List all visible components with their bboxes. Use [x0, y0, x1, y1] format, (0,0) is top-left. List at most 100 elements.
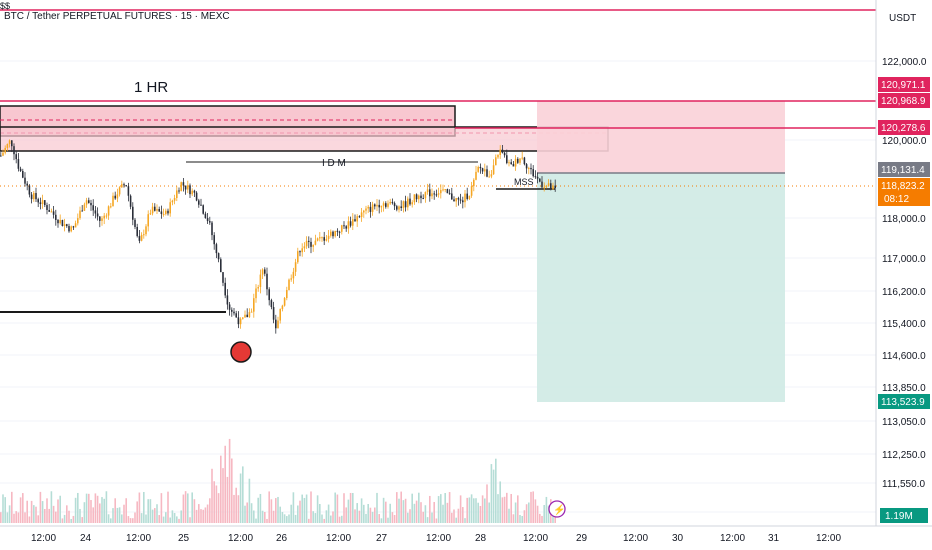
candle-body [552, 185, 554, 190]
lightning-icon[interactable] [548, 500, 566, 518]
liquidity-sweep-marker [230, 341, 252, 363]
time-tick-label: 29 [576, 533, 588, 544]
candle-body [393, 203, 396, 207]
candle-body [415, 194, 418, 200]
candle-body [473, 179, 475, 187]
candle-body [385, 203, 387, 207]
volume-bar [532, 491, 534, 523]
candle-body [319, 237, 321, 239]
volume-bar [279, 506, 281, 523]
volume-bar [147, 499, 149, 523]
candle-body [517, 158, 519, 163]
candle-body [85, 200, 88, 205]
price-tick-label: 116,200.0 [882, 287, 926, 298]
candle-body [534, 176, 537, 178]
volume-bar [11, 491, 13, 523]
volume-bar [523, 510, 526, 523]
volume-bar [253, 510, 255, 523]
volume-bar [530, 491, 532, 523]
candle-body [248, 312, 251, 318]
volume-bar [536, 505, 539, 523]
volume-bar [140, 513, 143, 523]
volume-bar [112, 508, 114, 523]
volume-bar [501, 497, 504, 523]
candle-body [114, 195, 116, 199]
candle-body [228, 304, 231, 310]
volume-bar [310, 491, 312, 523]
candle-body [310, 241, 312, 247]
time-tick-label: 25 [178, 533, 190, 544]
volume-bar [283, 514, 286, 523]
volume-bar [165, 512, 167, 523]
volume-bar [110, 518, 112, 523]
volume-bar [514, 502, 517, 523]
candle-body [209, 221, 211, 223]
candle-body [446, 189, 449, 194]
candle-body [345, 226, 347, 229]
candle-body [356, 216, 358, 222]
volume-bar [415, 500, 418, 523]
candle-body [59, 219, 61, 224]
volume-bar [204, 507, 207, 523]
candle-body [407, 198, 409, 208]
candle-body [103, 215, 105, 219]
volume-bar [404, 498, 407, 523]
candle-body [521, 157, 523, 159]
volume-bar [420, 502, 422, 523]
volume-bar [281, 511, 284, 523]
volume-bar [380, 518, 383, 523]
time-tick-label: 12:00 [523, 533, 548, 544]
time-axis-panel [0, 526, 932, 550]
candle-body [422, 198, 424, 200]
volume-bar [294, 514, 297, 523]
candle-body [354, 219, 356, 222]
time-tick-label: 12:00 [326, 533, 351, 544]
volume-bar [224, 445, 226, 523]
volume-bar [46, 498, 48, 523]
candle-body [55, 214, 57, 220]
time-tick-label: 12:00 [720, 533, 745, 544]
candle-body [442, 189, 444, 191]
volume-bar [387, 517, 389, 523]
candle-body [349, 221, 352, 226]
candle-body [477, 166, 479, 172]
time-tick-label: 12:00 [623, 533, 648, 544]
volume-bar [231, 458, 233, 523]
price-tick-label: 118,000.0 [882, 214, 926, 225]
candle-body [202, 205, 204, 214]
candle-body [132, 206, 134, 220]
volume-bar [0, 512, 2, 523]
candle-body [475, 171, 477, 180]
candle-body [162, 213, 165, 215]
candle-body [246, 314, 248, 318]
volume-bar [365, 513, 367, 523]
volume-bar [28, 516, 31, 523]
candle-body [22, 170, 24, 178]
candle-body [352, 219, 354, 226]
candle-body [312, 244, 314, 247]
candle-body [275, 319, 277, 329]
candle-body [299, 251, 301, 253]
volume-bar [127, 516, 130, 523]
candle-body [151, 206, 154, 214]
volume-bar [134, 512, 136, 523]
candle-body [486, 169, 488, 177]
volume-bar [334, 492, 336, 523]
volume-bar [389, 503, 391, 523]
volume-bar [50, 491, 53, 523]
price-tick-label: 115,400.0 [882, 319, 926, 330]
candle-body [347, 221, 350, 229]
volume-bar [180, 510, 182, 523]
volume-bar [77, 492, 79, 523]
volume-bar [378, 514, 380, 523]
volume-bar [332, 511, 334, 523]
candle-body [261, 269, 264, 275]
volume-bar [169, 517, 171, 523]
candle-body [26, 183, 28, 186]
volume-bar [391, 512, 394, 523]
volume-bar [114, 498, 116, 523]
volume-bar [371, 511, 374, 523]
candle-body [523, 157, 526, 165]
